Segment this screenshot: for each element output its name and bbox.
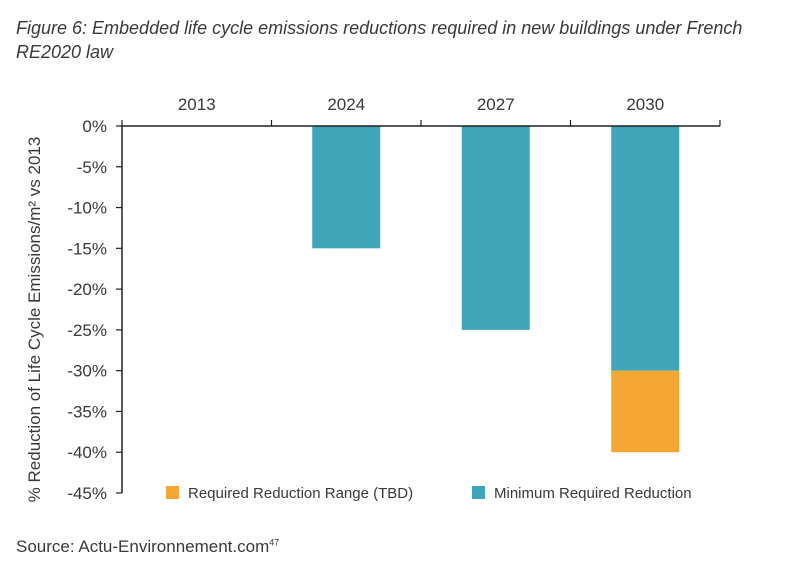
chart-title: Figure 6: Embedded life cycle emissions … bbox=[16, 18, 743, 62]
y-tick-label: -10% bbox=[67, 199, 107, 218]
source-text: Source: Actu-Environnement.com bbox=[16, 537, 270, 556]
bar bbox=[611, 370, 680, 453]
y-tick-label: -15% bbox=[67, 239, 107, 258]
category-label: 2030 bbox=[626, 95, 664, 114]
y-tick-label: 0% bbox=[82, 117, 107, 136]
legend-swatch bbox=[166, 486, 179, 499]
y-tick-label: -45% bbox=[67, 484, 107, 503]
y-tick-label: -25% bbox=[67, 321, 107, 340]
y-tick-label: -5% bbox=[77, 158, 107, 177]
bar bbox=[611, 126, 680, 371]
legend-label: Minimum Required Reduction bbox=[494, 485, 692, 502]
y-tick-label: -20% bbox=[67, 280, 107, 299]
category-label: 2013 bbox=[178, 95, 216, 114]
y-tick-label: -40% bbox=[67, 443, 107, 462]
source-footnote: 47 bbox=[269, 537, 280, 548]
y-tick-label: -35% bbox=[67, 402, 107, 421]
source-note: Source: Actu-Environnement.com47 bbox=[16, 537, 279, 557]
y-axis-title: % Reduction of Life Cycle Emissions/m² v… bbox=[25, 137, 44, 503]
bar bbox=[312, 126, 381, 249]
category-label: 2024 bbox=[327, 95, 365, 114]
legend-label: Required Reduction Range (TBD) bbox=[188, 485, 413, 502]
bar bbox=[461, 126, 530, 330]
y-tick-label: -30% bbox=[67, 362, 107, 381]
category-label: 2027 bbox=[477, 95, 515, 114]
legend-swatch bbox=[472, 486, 485, 499]
